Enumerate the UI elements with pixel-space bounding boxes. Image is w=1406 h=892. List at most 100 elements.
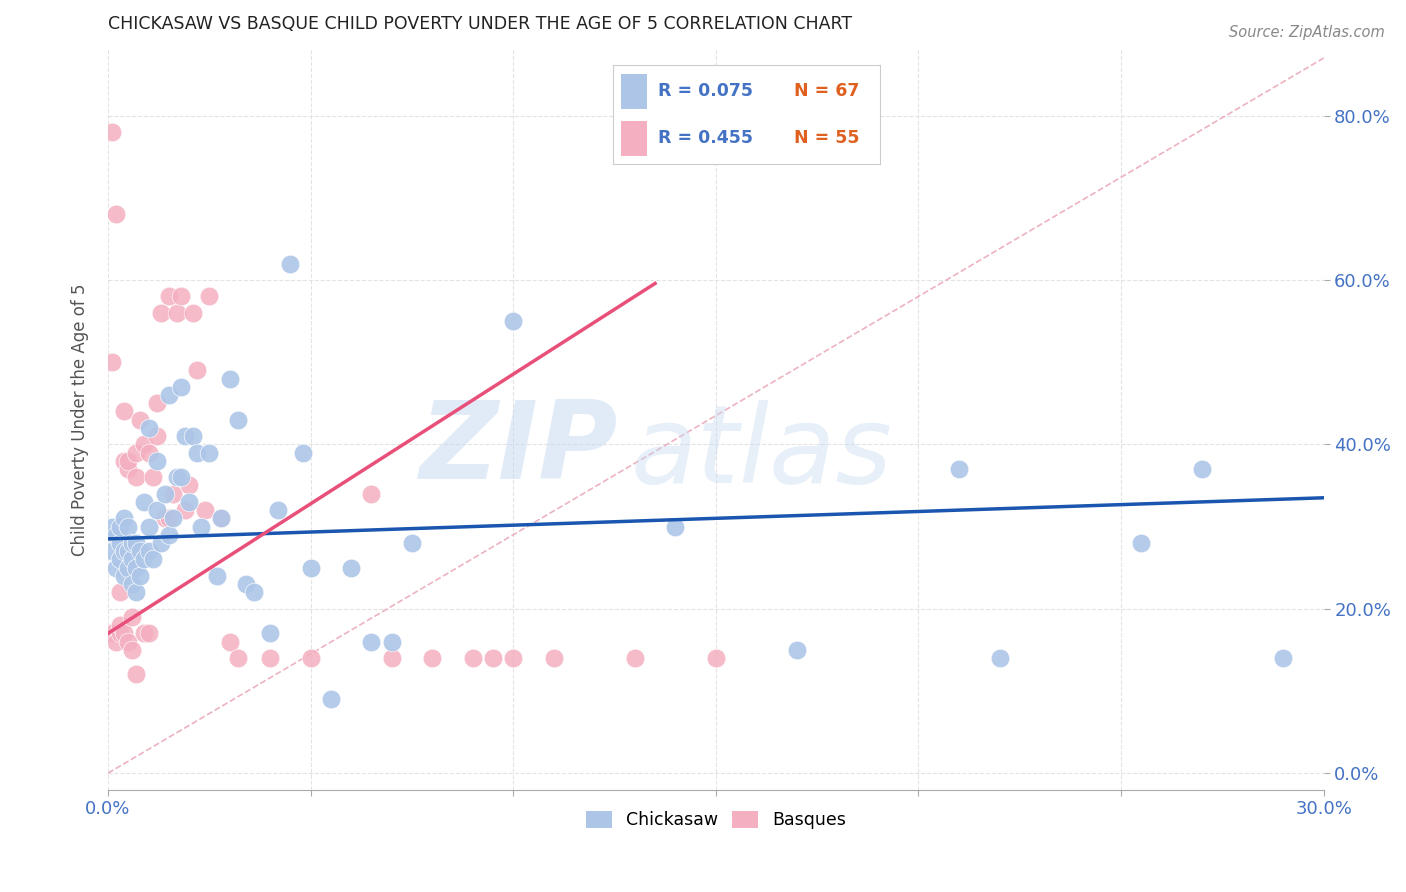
Point xyxy=(108,536,131,550)
Point xyxy=(198,445,221,459)
Point xyxy=(129,552,152,566)
Point xyxy=(420,651,443,665)
Point xyxy=(112,454,135,468)
Point xyxy=(145,503,167,517)
Point xyxy=(226,413,249,427)
Point xyxy=(704,651,727,665)
Point xyxy=(166,306,188,320)
Point xyxy=(181,429,204,443)
Point xyxy=(190,519,212,533)
Point xyxy=(218,634,240,648)
Point xyxy=(105,207,128,221)
Point xyxy=(1191,462,1213,476)
Point xyxy=(259,651,281,665)
Point xyxy=(543,651,565,665)
Point xyxy=(138,626,160,640)
Point xyxy=(129,569,152,583)
Point xyxy=(138,445,160,459)
Point xyxy=(177,478,200,492)
Point xyxy=(108,519,131,533)
Point xyxy=(112,511,135,525)
Point xyxy=(157,528,180,542)
Point xyxy=(134,437,156,451)
Point xyxy=(186,445,208,459)
Text: atlas: atlas xyxy=(631,401,893,506)
Point xyxy=(117,560,139,574)
Point xyxy=(381,634,404,648)
Point xyxy=(108,618,131,632)
Point xyxy=(319,692,342,706)
Point xyxy=(211,511,233,525)
Point xyxy=(101,355,124,369)
Point xyxy=(117,454,139,468)
Legend: Chickasaw, Basques: Chickasaw, Basques xyxy=(579,804,852,837)
Point xyxy=(186,363,208,377)
Point xyxy=(142,552,165,566)
Point xyxy=(153,511,176,525)
Point xyxy=(153,486,176,500)
Point xyxy=(243,585,266,599)
Point xyxy=(170,380,193,394)
Point xyxy=(340,560,363,574)
Point xyxy=(108,626,131,640)
Point xyxy=(125,585,148,599)
Point xyxy=(157,511,180,525)
Point xyxy=(117,634,139,648)
Point xyxy=(138,421,160,435)
Point xyxy=(381,651,404,665)
Point xyxy=(145,396,167,410)
Point xyxy=(174,429,197,443)
Point xyxy=(401,536,423,550)
Point xyxy=(664,519,686,533)
Point xyxy=(149,306,172,320)
Point xyxy=(129,544,152,558)
Point xyxy=(121,552,143,566)
Point xyxy=(145,429,167,443)
Point xyxy=(291,445,314,459)
Point xyxy=(502,651,524,665)
Point xyxy=(280,256,302,270)
Point xyxy=(108,585,131,599)
Point xyxy=(502,314,524,328)
Point xyxy=(299,560,322,574)
Point xyxy=(125,560,148,574)
Point xyxy=(142,470,165,484)
Point xyxy=(117,519,139,533)
Point xyxy=(117,462,139,476)
Point xyxy=(166,470,188,484)
Point xyxy=(112,626,135,640)
Point xyxy=(108,552,131,566)
Point xyxy=(181,306,204,320)
Text: CHICKASAW VS BASQUE CHILD POVERTY UNDER THE AGE OF 5 CORRELATION CHART: CHICKASAW VS BASQUE CHILD POVERTY UNDER … xyxy=(108,15,852,33)
Point xyxy=(121,577,143,591)
Point xyxy=(198,289,221,303)
Point xyxy=(101,626,124,640)
Point xyxy=(988,651,1011,665)
Point xyxy=(948,462,970,476)
Point xyxy=(112,404,135,418)
Point xyxy=(360,486,382,500)
Point xyxy=(105,634,128,648)
Point xyxy=(786,643,808,657)
Point xyxy=(149,536,172,550)
Point xyxy=(101,125,124,139)
Text: Source: ZipAtlas.com: Source: ZipAtlas.com xyxy=(1229,25,1385,40)
Point xyxy=(174,503,197,517)
Point xyxy=(125,445,148,459)
Point xyxy=(194,503,217,517)
Point xyxy=(121,536,143,550)
Point xyxy=(218,371,240,385)
Point xyxy=(105,528,128,542)
Point xyxy=(360,634,382,648)
Point xyxy=(267,503,290,517)
Point xyxy=(1130,536,1153,550)
Point xyxy=(121,610,143,624)
Point xyxy=(177,495,200,509)
Point xyxy=(138,544,160,558)
Point xyxy=(157,289,180,303)
Text: ZIP: ZIP xyxy=(420,396,619,502)
Point xyxy=(461,651,484,665)
Point xyxy=(101,544,124,558)
Point xyxy=(207,569,229,583)
Point xyxy=(121,643,143,657)
